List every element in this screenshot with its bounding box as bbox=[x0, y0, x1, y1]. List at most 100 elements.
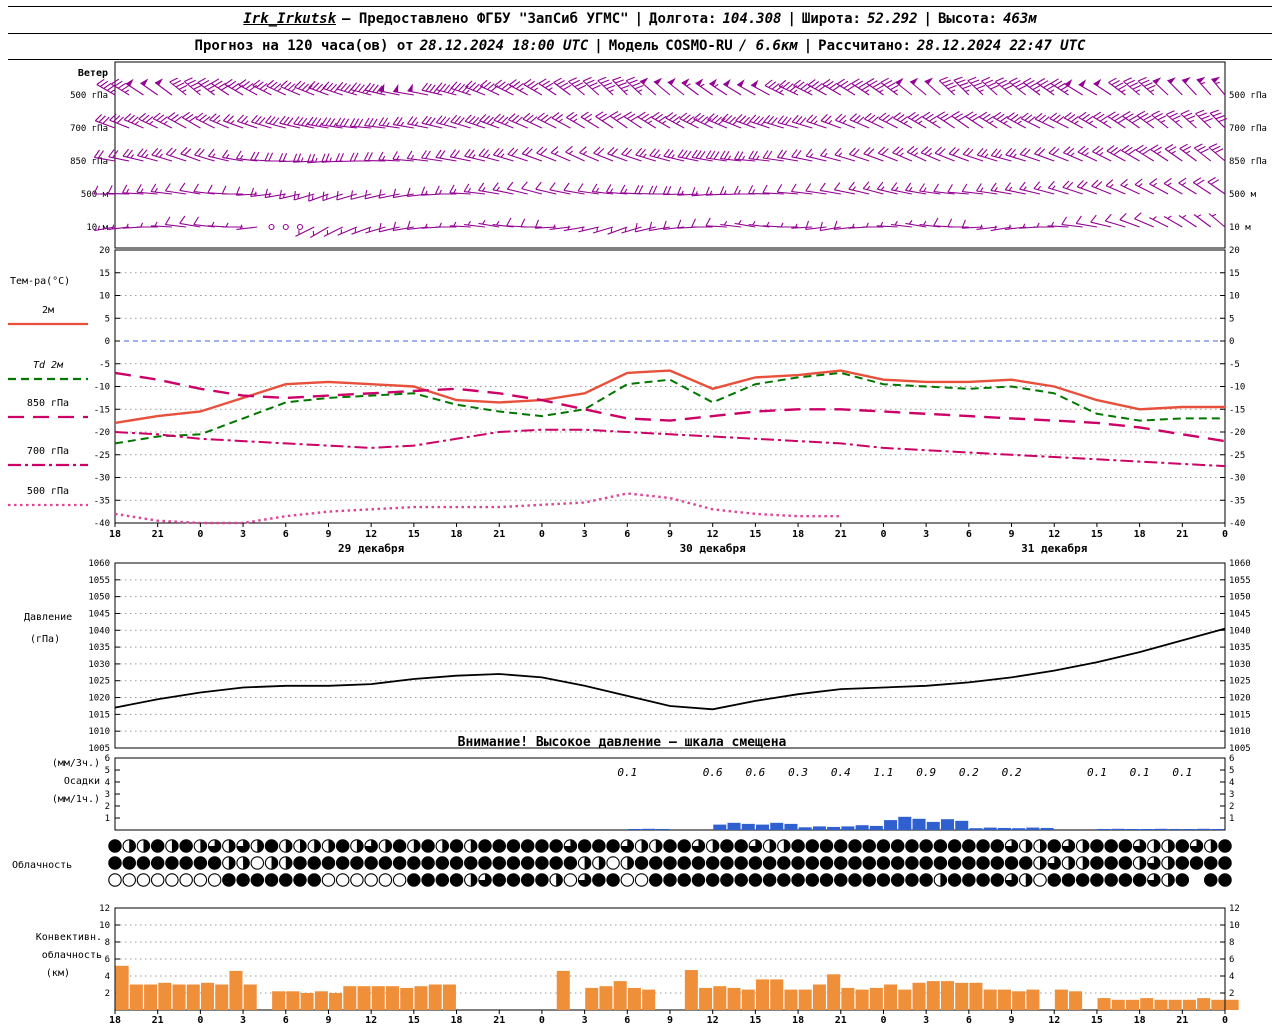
precip-bar bbox=[812, 826, 826, 830]
svg-text:1055: 1055 bbox=[1229, 576, 1251, 586]
wind-barbs-row-1 bbox=[94, 109, 1228, 129]
precip-bar bbox=[642, 828, 656, 830]
conv-bar bbox=[556, 970, 570, 1010]
svg-text:500 гПа: 500 гПа bbox=[70, 91, 108, 101]
svg-text:500 гПа: 500 гПа bbox=[1229, 91, 1267, 101]
conv-bar bbox=[314, 991, 328, 1010]
conv-bar bbox=[144, 984, 158, 1010]
svg-text:18: 18 bbox=[451, 529, 463, 540]
station-name: Irk_Irkutsk bbox=[243, 11, 337, 27]
svg-text:21: 21 bbox=[493, 529, 505, 540]
svg-text:-20: -20 bbox=[94, 428, 110, 438]
svg-text:-5: -5 bbox=[1229, 360, 1240, 370]
conv-bar bbox=[1125, 999, 1140, 1010]
svg-text:0: 0 bbox=[197, 529, 203, 540]
svg-text:0: 0 bbox=[880, 1015, 886, 1024]
lat-label: Широта: bbox=[801, 11, 861, 27]
cloud-panel: Облачность bbox=[12, 839, 1232, 887]
cloud-row-0 bbox=[108, 839, 1232, 853]
svg-text:21: 21 bbox=[835, 1015, 847, 1024]
precip-bar bbox=[1012, 828, 1026, 830]
svg-text:0: 0 bbox=[539, 529, 545, 540]
svg-text:9: 9 bbox=[1009, 1015, 1015, 1024]
conv-bar bbox=[1026, 989, 1040, 1010]
svg-text:1010: 1010 bbox=[1229, 727, 1251, 737]
alt-value: 463м bbox=[1002, 11, 1037, 27]
svg-text:3: 3 bbox=[240, 1015, 246, 1024]
provider-text: — Предоставлено ФГБУ "ЗапСиб УГМС" bbox=[342, 11, 629, 27]
svg-text:4: 4 bbox=[1229, 778, 1234, 788]
svg-text:-30: -30 bbox=[1229, 474, 1245, 484]
header-rule-top bbox=[8, 6, 1272, 7]
conv-bar bbox=[400, 987, 414, 1010]
svg-text:6: 6 bbox=[966, 529, 972, 540]
forecast-start: 28.12.2024 18:00 UTC bbox=[419, 38, 589, 54]
svg-text:1040: 1040 bbox=[1229, 626, 1251, 636]
svg-text:12: 12 bbox=[707, 529, 719, 540]
conv-bar bbox=[798, 989, 812, 1010]
conv-bar bbox=[741, 989, 755, 1010]
svg-text:2м: 2м bbox=[42, 305, 54, 316]
svg-text:21: 21 bbox=[152, 1015, 164, 1024]
conv-bar bbox=[812, 984, 826, 1010]
svg-text:1: 1 bbox=[1229, 814, 1234, 824]
precip-panel: 6 6 5 5 4 4 3 3 2 2 1 1 (мм/3ч.) Осадки (мм/1ч.) 0.1 0.6… bbox=[52, 754, 1234, 831]
separator: | bbox=[634, 11, 644, 27]
svg-text:3: 3 bbox=[923, 1015, 929, 1024]
temp-series-4 bbox=[114, 492, 841, 525]
header-rule-bottom bbox=[8, 59, 1272, 60]
svg-text:21: 21 bbox=[1176, 529, 1188, 540]
svg-text:2: 2 bbox=[105, 802, 110, 812]
svg-text:6: 6 bbox=[283, 529, 289, 540]
svg-text:-30: -30 bbox=[94, 474, 110, 484]
svg-text:21: 21 bbox=[835, 529, 847, 540]
svg-text:2: 2 bbox=[1229, 989, 1234, 999]
alt-label: Высота: bbox=[937, 11, 997, 27]
conv-bar bbox=[428, 984, 442, 1010]
svg-text:1015: 1015 bbox=[88, 710, 110, 720]
svg-text:1045: 1045 bbox=[1229, 609, 1251, 619]
svg-text:(мм/3ч.): (мм/3ч.) bbox=[52, 758, 100, 769]
svg-text:6: 6 bbox=[1229, 754, 1234, 764]
svg-text:5: 5 bbox=[1229, 766, 1234, 776]
conv-bar bbox=[926, 981, 940, 1010]
cloud-row-2 bbox=[108, 873, 1232, 887]
conv-bar bbox=[442, 984, 456, 1010]
svg-text:-15: -15 bbox=[1229, 405, 1245, 415]
temp-series-0 bbox=[114, 369, 1225, 425]
svg-text:0: 0 bbox=[1222, 529, 1228, 540]
precip-bar bbox=[755, 824, 770, 830]
svg-text:-40: -40 bbox=[94, 519, 110, 529]
conv-bar bbox=[884, 984, 898, 1010]
svg-text:1060: 1060 bbox=[1229, 559, 1251, 569]
precip-bar bbox=[983, 827, 997, 830]
svg-text:10: 10 bbox=[99, 921, 110, 931]
svg-text:10: 10 bbox=[99, 292, 110, 302]
svg-text:15: 15 bbox=[749, 1015, 761, 1024]
conv-bar bbox=[414, 986, 428, 1010]
conv-bar bbox=[158, 982, 172, 1010]
svg-text:Давление: Давление bbox=[24, 612, 72, 623]
conv-bar bbox=[329, 993, 343, 1010]
precip-bar bbox=[1168, 828, 1182, 830]
conv-bar bbox=[585, 987, 599, 1010]
svg-text:2: 2 bbox=[105, 989, 110, 999]
conv-bar bbox=[940, 981, 955, 1010]
svg-text:1045: 1045 bbox=[88, 609, 110, 619]
precip-bar bbox=[1125, 828, 1140, 830]
svg-text:30 декабря: 30 декабря bbox=[680, 542, 746, 555]
conv-bar bbox=[1225, 999, 1239, 1010]
conv-bar bbox=[713, 986, 727, 1010]
svg-text:0: 0 bbox=[1222, 1015, 1228, 1024]
svg-text:850 гПа: 850 гПа bbox=[27, 398, 69, 409]
conv-bar bbox=[1012, 991, 1026, 1010]
svg-text:1040: 1040 bbox=[88, 626, 110, 636]
svg-text:1005: 1005 bbox=[1229, 744, 1251, 754]
conv-bar bbox=[684, 970, 698, 1010]
model-value: COSMO-RU bbox=[665, 38, 733, 54]
model-label: Модель bbox=[608, 38, 660, 54]
svg-text:12: 12 bbox=[1048, 1015, 1060, 1024]
svg-text:15: 15 bbox=[408, 1015, 420, 1024]
precip-bar bbox=[955, 820, 969, 830]
svg-text:3: 3 bbox=[105, 790, 110, 800]
